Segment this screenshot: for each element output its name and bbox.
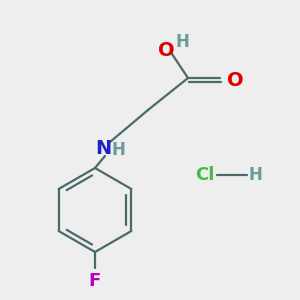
Text: H: H	[175, 33, 189, 51]
Text: F: F	[89, 272, 101, 290]
Text: H: H	[111, 141, 125, 159]
Text: O: O	[158, 40, 174, 59]
Text: N: N	[95, 139, 111, 158]
Text: O: O	[227, 70, 244, 89]
Text: Cl: Cl	[195, 166, 215, 184]
Text: H: H	[248, 166, 262, 184]
